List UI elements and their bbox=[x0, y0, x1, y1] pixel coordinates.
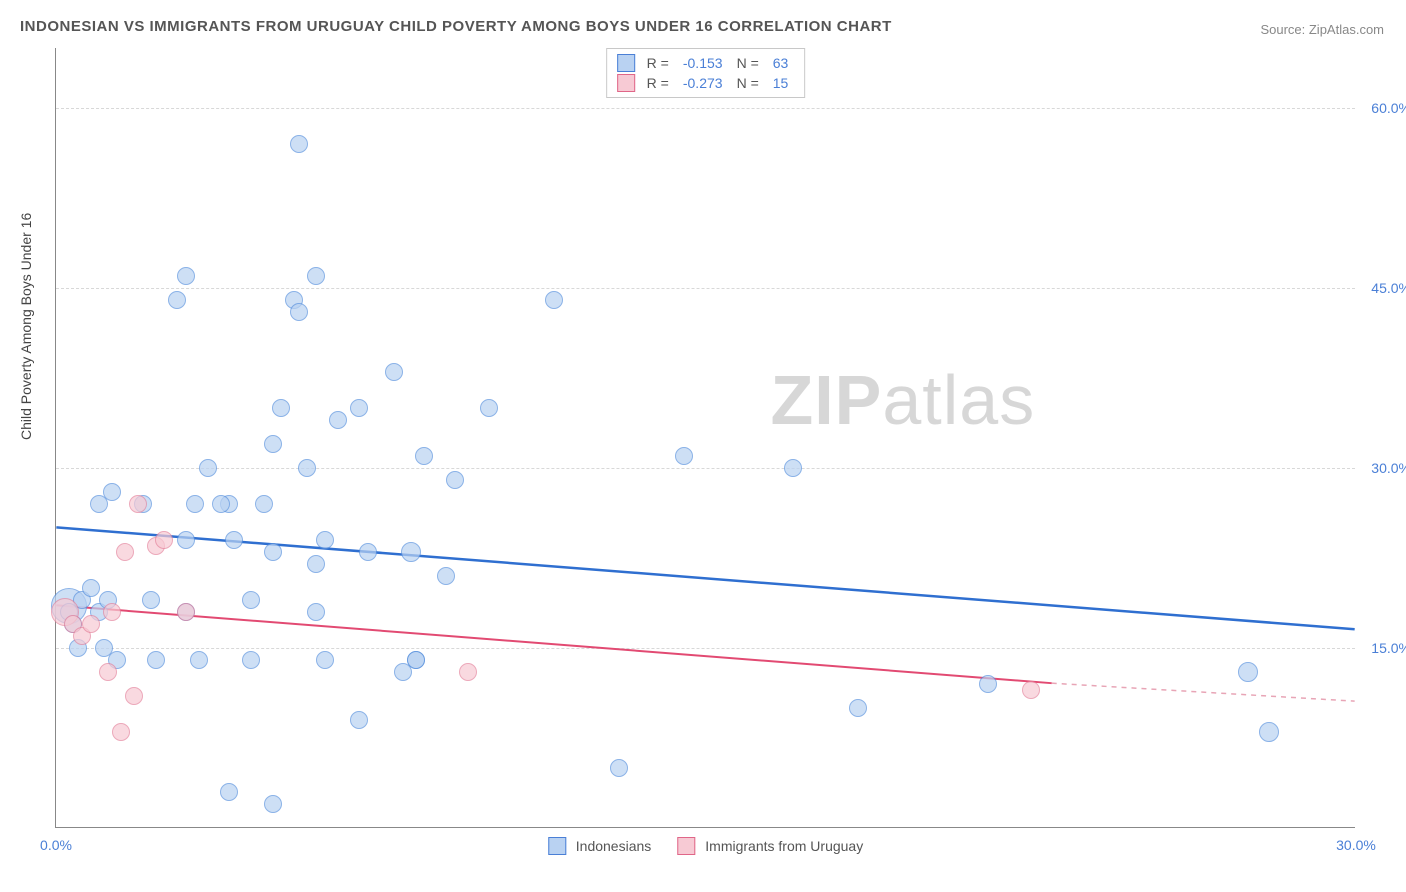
gridline bbox=[56, 468, 1355, 469]
data-point bbox=[784, 459, 802, 477]
source-label: Source: ZipAtlas.com bbox=[1260, 22, 1384, 37]
data-point bbox=[82, 615, 100, 633]
legend-item: Indonesians bbox=[548, 837, 652, 855]
data-point bbox=[1238, 662, 1258, 682]
data-point bbox=[225, 531, 243, 549]
data-point bbox=[979, 675, 997, 693]
data-point bbox=[190, 651, 208, 669]
data-point bbox=[415, 447, 433, 465]
data-point bbox=[316, 531, 334, 549]
gridline bbox=[56, 288, 1355, 289]
data-point bbox=[264, 795, 282, 813]
data-point bbox=[329, 411, 347, 429]
legend-r-value: -0.273 bbox=[683, 75, 723, 91]
data-point bbox=[155, 531, 173, 549]
data-point bbox=[186, 495, 204, 513]
data-point bbox=[82, 579, 100, 597]
data-point bbox=[446, 471, 464, 489]
watermark: ZIPatlas bbox=[770, 360, 1035, 440]
data-point bbox=[212, 495, 230, 513]
data-point bbox=[459, 663, 477, 681]
data-point bbox=[177, 603, 195, 621]
legend-swatch bbox=[548, 837, 566, 855]
legend-n-value: 15 bbox=[773, 75, 789, 91]
data-point bbox=[407, 651, 425, 669]
data-point bbox=[103, 483, 121, 501]
data-point bbox=[116, 543, 134, 561]
data-point bbox=[177, 267, 195, 285]
data-point bbox=[610, 759, 628, 777]
gridline bbox=[56, 648, 1355, 649]
data-point bbox=[255, 495, 273, 513]
x-tick-label: 0.0% bbox=[40, 837, 72, 853]
legend-row: R = -0.273 N = 15 bbox=[617, 73, 795, 93]
data-point bbox=[168, 291, 186, 309]
data-point bbox=[220, 783, 238, 801]
trendlines bbox=[56, 48, 1355, 827]
data-point bbox=[298, 459, 316, 477]
data-point bbox=[103, 603, 121, 621]
y-tick-label: 45.0% bbox=[1371, 280, 1406, 296]
watermark-zip: ZIP bbox=[770, 361, 882, 439]
data-point bbox=[272, 399, 290, 417]
legend-n-label: N = bbox=[737, 55, 759, 71]
legend-n-value: 63 bbox=[773, 55, 789, 71]
data-point bbox=[307, 555, 325, 573]
data-point bbox=[125, 687, 143, 705]
data-point bbox=[147, 651, 165, 669]
data-point bbox=[1022, 681, 1040, 699]
data-point bbox=[99, 663, 117, 681]
y-tick-label: 15.0% bbox=[1371, 640, 1406, 656]
y-tick-label: 30.0% bbox=[1371, 460, 1406, 476]
legend-swatch bbox=[617, 74, 635, 92]
data-point bbox=[290, 135, 308, 153]
legend-r-label: R = bbox=[647, 75, 669, 91]
legend-r-value: -0.153 bbox=[683, 55, 723, 71]
data-point bbox=[359, 543, 377, 561]
data-point bbox=[112, 723, 130, 741]
data-point bbox=[849, 699, 867, 717]
data-point bbox=[129, 495, 147, 513]
data-point bbox=[290, 303, 308, 321]
legend-correlation: R = -0.153 N = 63 R = -0.273 N = 15 bbox=[606, 48, 806, 98]
data-point bbox=[401, 542, 421, 562]
data-point bbox=[242, 591, 260, 609]
data-point bbox=[1259, 722, 1279, 742]
gridline bbox=[56, 108, 1355, 109]
data-point bbox=[242, 651, 260, 669]
legend-label: Indonesians bbox=[576, 838, 652, 854]
data-point bbox=[316, 651, 334, 669]
plot-area: ZIPatlas 15.0%30.0%45.0%60.0% R = -0.153… bbox=[55, 48, 1355, 828]
chart-title: INDONESIAN VS IMMIGRANTS FROM URUGUAY CH… bbox=[20, 18, 892, 35]
data-point bbox=[480, 399, 498, 417]
data-point bbox=[142, 591, 160, 609]
legend-series: Indonesians Immigrants from Uruguay bbox=[548, 837, 863, 855]
legend-row: R = -0.153 N = 63 bbox=[617, 53, 795, 73]
data-point bbox=[199, 459, 217, 477]
data-point bbox=[350, 711, 368, 729]
y-axis-label: Child Poverty Among Boys Under 16 bbox=[18, 213, 34, 440]
y-tick-label: 60.0% bbox=[1371, 100, 1406, 116]
data-point bbox=[264, 435, 282, 453]
data-point bbox=[307, 267, 325, 285]
data-point bbox=[177, 531, 195, 549]
watermark-atlas: atlas bbox=[882, 361, 1035, 439]
legend-label: Immigrants from Uruguay bbox=[705, 838, 863, 854]
legend-swatch bbox=[617, 54, 635, 72]
data-point bbox=[307, 603, 325, 621]
x-tick-label: 30.0% bbox=[1336, 837, 1376, 853]
legend-item: Immigrants from Uruguay bbox=[677, 837, 863, 855]
data-point bbox=[385, 363, 403, 381]
legend-swatch bbox=[677, 837, 695, 855]
legend-r-label: R = bbox=[647, 55, 669, 71]
data-point bbox=[437, 567, 455, 585]
data-point bbox=[350, 399, 368, 417]
data-point bbox=[545, 291, 563, 309]
data-point bbox=[675, 447, 693, 465]
data-point bbox=[264, 543, 282, 561]
legend-n-label: N = bbox=[737, 75, 759, 91]
